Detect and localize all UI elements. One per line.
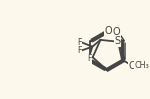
Text: CH₃: CH₃ [135, 61, 150, 70]
Text: S: S [115, 36, 121, 46]
Text: F: F [77, 46, 82, 55]
Text: O: O [129, 60, 136, 70]
Text: F: F [77, 38, 82, 47]
Text: O: O [105, 26, 112, 36]
Text: O: O [113, 27, 120, 37]
Text: F: F [87, 54, 91, 63]
